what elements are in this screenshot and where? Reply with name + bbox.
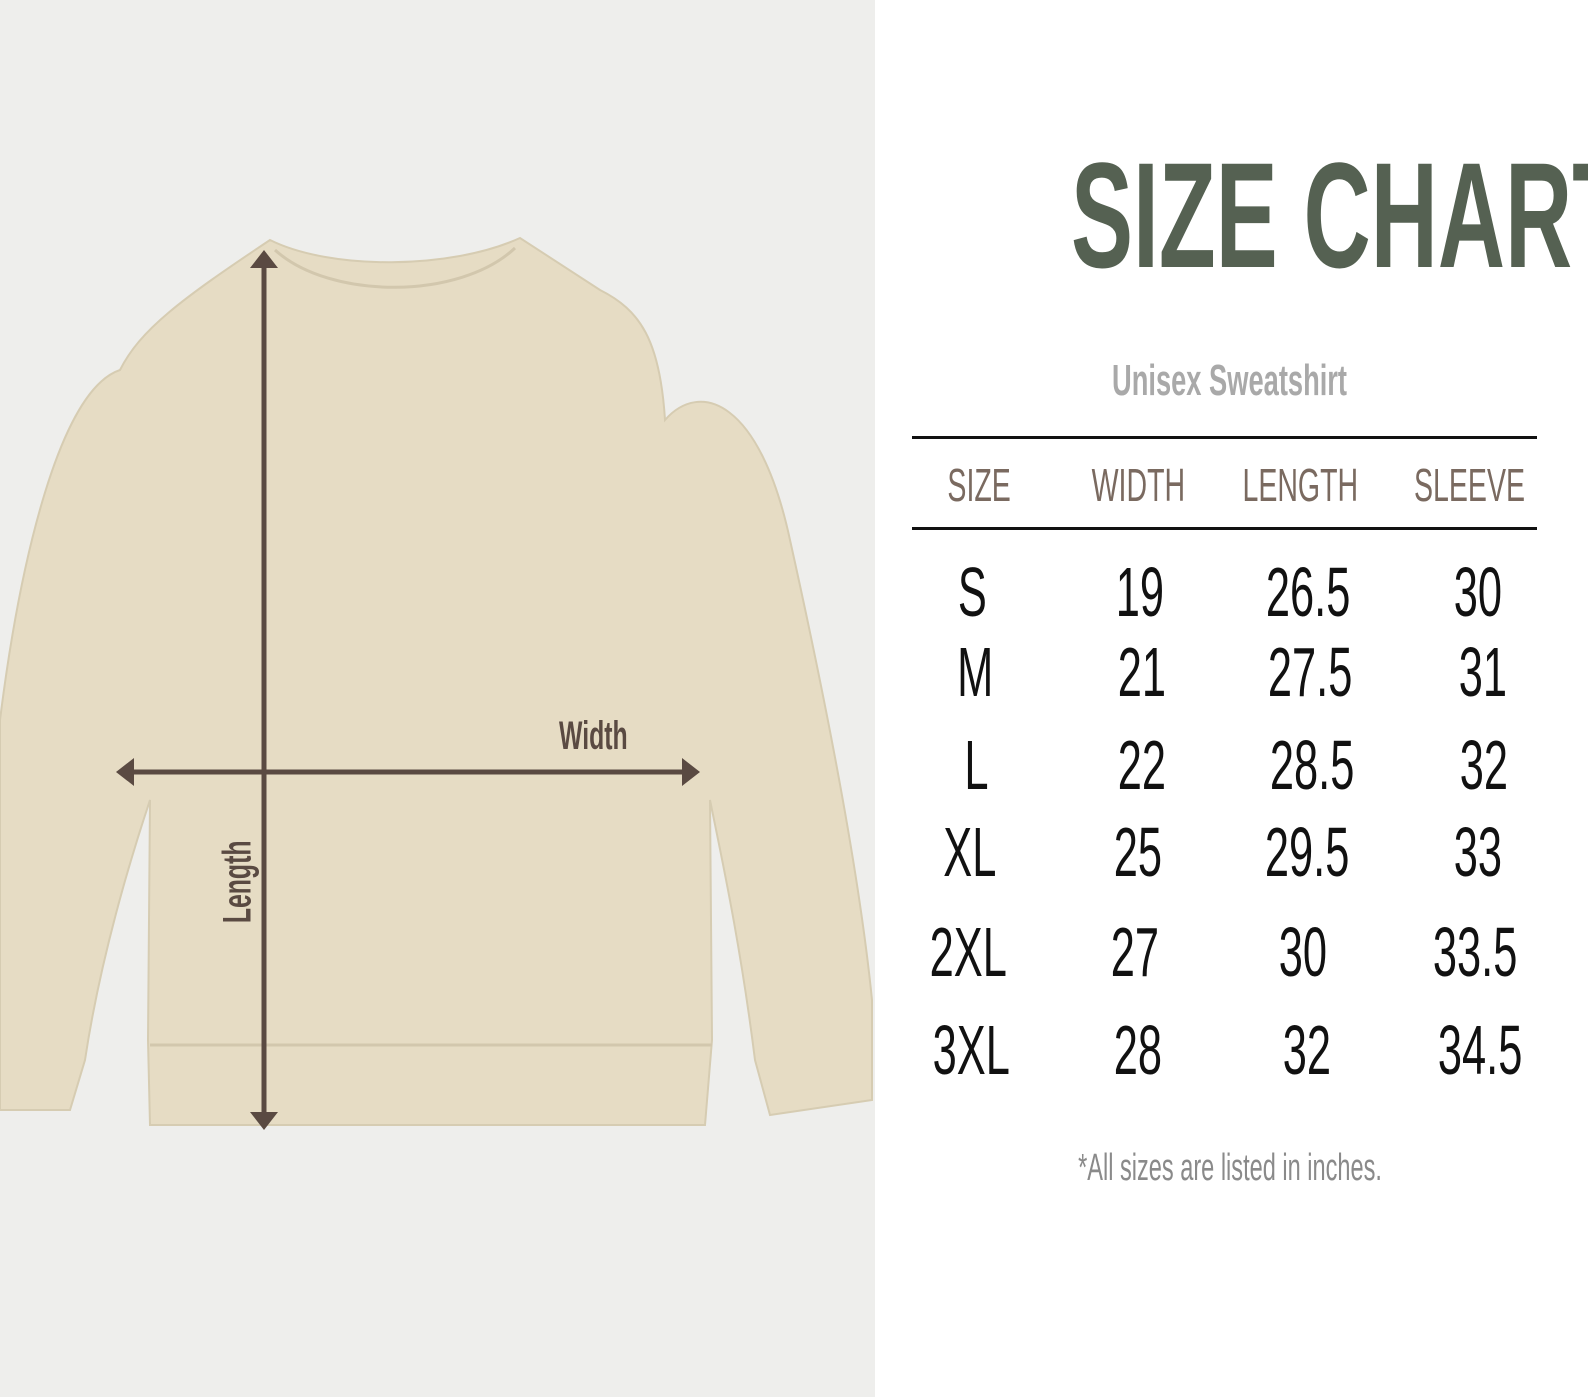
cell-width: 25 (1113, 813, 1163, 891)
sweatshirt-illustration (0, 236, 873, 1130)
width-arrow (116, 758, 700, 786)
cell-sleeve: 34.5 (1437, 1011, 1523, 1089)
cell-width: 21 (1117, 633, 1167, 711)
cell-length: 30 (1278, 913, 1328, 991)
cell-size: 3XL (932, 1011, 1010, 1089)
cell-length: 29.5 (1264, 813, 1350, 891)
column-header-sleeve: SLEEVE (1413, 459, 1525, 511)
cell-length: 26.5 (1265, 553, 1351, 631)
cell-length: 27.5 (1267, 633, 1353, 711)
cell-size: 2XL (929, 913, 1007, 991)
cell-size: S (957, 553, 987, 631)
subtitle: Unisex Sweatshirt (1112, 356, 1348, 405)
cell-sleeve: 33 (1453, 813, 1503, 891)
cell-size: XL (943, 813, 997, 891)
cell-sleeve: 32 (1459, 726, 1509, 804)
column-header-size: SIZE (947, 459, 1011, 511)
column-header-length: LENGTH (1242, 459, 1358, 511)
cell-width: 19 (1115, 553, 1165, 631)
cell-length: 32 (1282, 1011, 1332, 1089)
table-header-rule (912, 527, 1537, 530)
cell-sleeve: 30 (1453, 553, 1503, 631)
cell-length: 28.5 (1269, 726, 1355, 804)
length-arrow (250, 250, 278, 1130)
cell-sleeve: 33.5 (1432, 913, 1518, 991)
cell-size: L (963, 726, 989, 804)
cell-width: 22 (1117, 726, 1167, 804)
cell-width: 27 (1110, 913, 1160, 991)
sweatshirt-body (0, 236, 873, 1126)
cell-sleeve: 31 (1458, 633, 1508, 711)
collar (273, 246, 517, 289)
footnote: *All sizes are listed in inches. (1078, 1147, 1382, 1189)
width-label: Width (558, 714, 628, 758)
column-header-width: WIDTH (1091, 459, 1185, 511)
cell-width: 28 (1113, 1011, 1163, 1089)
page-title: SIZE CHART (1071, 131, 1588, 299)
table-top-rule (912, 436, 1537, 439)
garment-diagram-panel: Width Length (0, 0, 875, 1397)
cell-size: M (956, 633, 994, 711)
length-label: Length (215, 840, 260, 924)
